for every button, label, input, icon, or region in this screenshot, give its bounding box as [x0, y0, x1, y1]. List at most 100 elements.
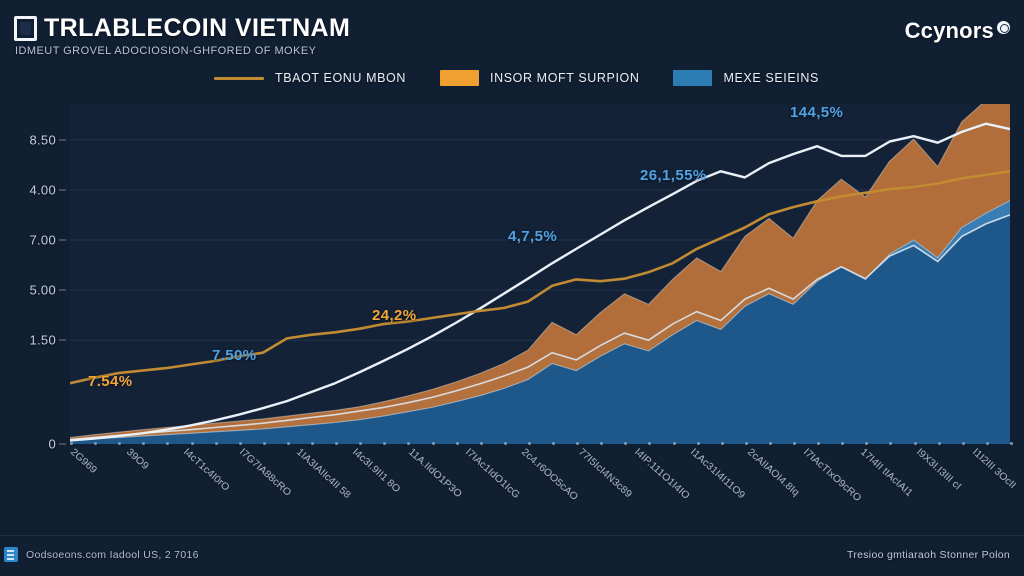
plot-area: [70, 104, 1010, 444]
x-tick-dot: [311, 442, 315, 445]
legend-swatch-1: [440, 70, 480, 86]
legend-label-2: MEXE SEIEINS: [723, 71, 819, 85]
x-tick-label-3: I7G7IA88cRO: [237, 446, 294, 499]
data-annotation-1: 7.50%: [212, 347, 257, 364]
data-annotation-0: 7.54%: [88, 373, 133, 390]
legend-item-0[interactable]: TBAOT EONU MBON: [214, 71, 406, 85]
y-tick-label-3: 5.00: [29, 282, 56, 298]
x-tick-dot: [238, 442, 242, 445]
y-tick-label-1: 4.00: [29, 182, 56, 198]
x-tick-label-10: I4IP.111O1I4IO: [631, 446, 693, 502]
chart-canvas: [70, 104, 1010, 444]
x-tick-dot: [503, 442, 507, 445]
chart-header: TRLABLECOIN VIETNAM IDMEUT GROVEL ADOCIO…: [14, 14, 350, 57]
x-tick-dot: [865, 442, 869, 445]
y-tick-mark-4: [59, 339, 66, 341]
y-tick-label-0: 8.50: [29, 132, 56, 148]
y-tick-label-2: 7.00: [29, 232, 56, 248]
series-edge-blue-top: [70, 200, 1010, 441]
x-tick-dot: [527, 442, 531, 445]
page-subtitle: IDMEUT GROVEL ADOCIOSION-GHFORED OF MOKE…: [15, 45, 317, 57]
x-tick-label-16: I1I2III 3OcII: [970, 446, 1019, 492]
x-tick-dot: [1010, 442, 1013, 445]
x-tick-dot: [190, 442, 194, 445]
data-annotation-2: 24,2%: [372, 307, 417, 324]
x-tick-dot: [407, 442, 411, 445]
legend-item-1[interactable]: INSOR MOFT SURPION: [440, 70, 639, 86]
x-tick-dot: [889, 442, 893, 445]
data-annotation-3: 4,7,5%: [508, 228, 558, 245]
x-tick-dot: [479, 442, 483, 445]
legend-line-marker: [214, 76, 264, 80]
x-tick-dot: [696, 442, 700, 445]
x-tick-dot: [455, 442, 459, 445]
series-edge-orange-top: [70, 104, 983, 439]
legend-label-1: INSOR MOFT SURPION: [490, 71, 640, 85]
footer-divider: [0, 535, 1024, 536]
y-tick-mark-2: [59, 239, 66, 241]
circle-badge-icon: [997, 21, 1010, 34]
document-icon: [4, 547, 18, 562]
page-title: TRLABLECOIN VIETNAM: [44, 14, 351, 42]
footer-source: Oodsoeons.com Iadool US, 2 7016: [26, 549, 199, 561]
x-tick-dot: [166, 442, 170, 445]
x-tick-dot: [383, 442, 387, 445]
x-tick-label-8: 2c4.r6OO5cAO: [519, 446, 581, 503]
x-tick-dot: [335, 442, 339, 445]
x-tick-dot: [961, 442, 965, 445]
x-axis: 2G969 39O9 I4cT1c4I0rO I7G7IA88cRO 1IA3IAIIc…: [67, 442, 1019, 556]
brand-watermark: Ccynors: [905, 18, 1010, 44]
series-line-overlay-trend: [70, 122, 1010, 442]
x-tick-label-4: 1IA3IAIIc4II 58: [293, 446, 353, 502]
y-tick-mark-1: [59, 189, 66, 191]
x-tick-dot: [768, 442, 772, 445]
chart-legend: TBAOT EONU MBON INSOR MOFT SURPION MEXE SE…: [214, 70, 819, 86]
x-tick-dot: [937, 442, 941, 445]
x-tick-label-13: I7IAcTIxO9cRO: [801, 446, 864, 505]
x-tick-dot: [552, 442, 556, 445]
x-tick-dot: [648, 442, 652, 445]
data-annotation-4: 26,1,55%: [640, 167, 707, 184]
x-tick-label-11: I1Ac31I4I11O9: [688, 446, 748, 502]
y-tick-label-4: 1.50: [29, 332, 56, 348]
x-tick-dot: [841, 442, 845, 445]
y-tick-mark-0: [59, 139, 66, 141]
legend-item-2[interactable]: MEXE SEIEINS: [673, 70, 818, 86]
series-line-gold: [70, 170, 1010, 385]
title-row: TRLABLECOIN VIETNAM: [14, 14, 350, 43]
x-tick-label-15: I9X3I.I3III cI: [913, 446, 964, 493]
x-tick-label-1: 39O9: [124, 446, 152, 473]
area-orange: [70, 104, 1010, 441]
y-tick-mark-5: [59, 443, 66, 445]
square-logo-icon: [14, 16, 37, 41]
x-tick-dot: [985, 442, 989, 445]
x-tick-dot: [142, 442, 146, 445]
x-tick-dot: [913, 442, 917, 445]
area-lower-blue: [70, 214, 1010, 444]
x-tick-label-9: 77I5IcI4N3c89: [575, 446, 634, 501]
y-tick-mark-3: [59, 289, 66, 291]
legend-swatch-2: [673, 70, 713, 86]
x-tick-dot: [624, 442, 628, 445]
data-annotation-5: 144,5%: [790, 104, 844, 121]
y-axis: 8.50 4.00 7.00 5.00 1.50 0: [0, 104, 66, 452]
x-tick-label-6: 11A.IIdO1P3O: [406, 446, 465, 501]
brand-name: Ccynors: [904, 18, 994, 43]
x-tick-label-2: I4cT1c4I0rO: [180, 446, 232, 494]
legend-label-0: TBAOT EONU MBON: [275, 71, 407, 85]
x-tick-label-7: I7IAc1IdO1IcG: [462, 446, 522, 502]
x-tick-dot: [359, 442, 363, 445]
x-tick-label-0: 2G969: [67, 446, 100, 477]
x-tick-label-5: I4c3I.9II1 8O: [349, 446, 403, 496]
footer-note: Tresioo gmtiaraoh Stonner Polon: [847, 549, 1010, 561]
x-tick-dot: [286, 442, 290, 445]
x-tick-dot: [70, 442, 73, 445]
x-tick-dot: [793, 442, 797, 445]
x-tick-label-14: 17I4II tIAcIAI1: [857, 446, 915, 500]
x-tick-dot: [600, 442, 604, 445]
x-tick-dot: [214, 442, 218, 445]
x-tick-dot: [431, 442, 435, 445]
x-tick-label-12: 2cAIIAOI4.8Iq: [744, 446, 802, 499]
x-tick-dot: [576, 442, 580, 445]
